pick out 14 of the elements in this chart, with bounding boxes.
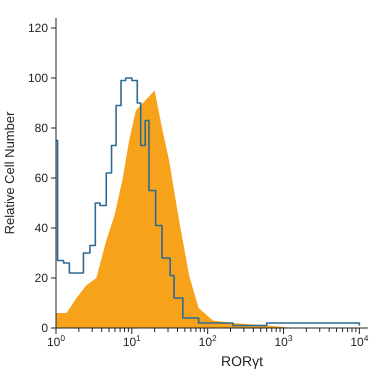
x-tick-label: 10$^{3}$ [274,333,293,349]
y-tick-label: 100 [28,71,48,86]
x-tick-label: 10$^{4}$ [350,333,369,349]
y-tick-label: 120 [28,21,48,36]
y-tick-label: 60 [34,171,48,186]
x-axis-title: RORγt [221,353,264,369]
y-tick-label: 20 [34,271,48,286]
y-axis-title: Relative Cell Number [2,110,17,234]
x-tick-label: 10$^{0}$ [46,333,66,349]
y-tick-label: 0 [41,321,48,336]
x-tick-label: 10$^{1}$ [122,333,142,349]
y-tick-label: 40 [34,221,48,236]
x-tick-label: 10$^{2}$ [198,333,218,349]
y-tick-label: 80 [34,121,48,136]
